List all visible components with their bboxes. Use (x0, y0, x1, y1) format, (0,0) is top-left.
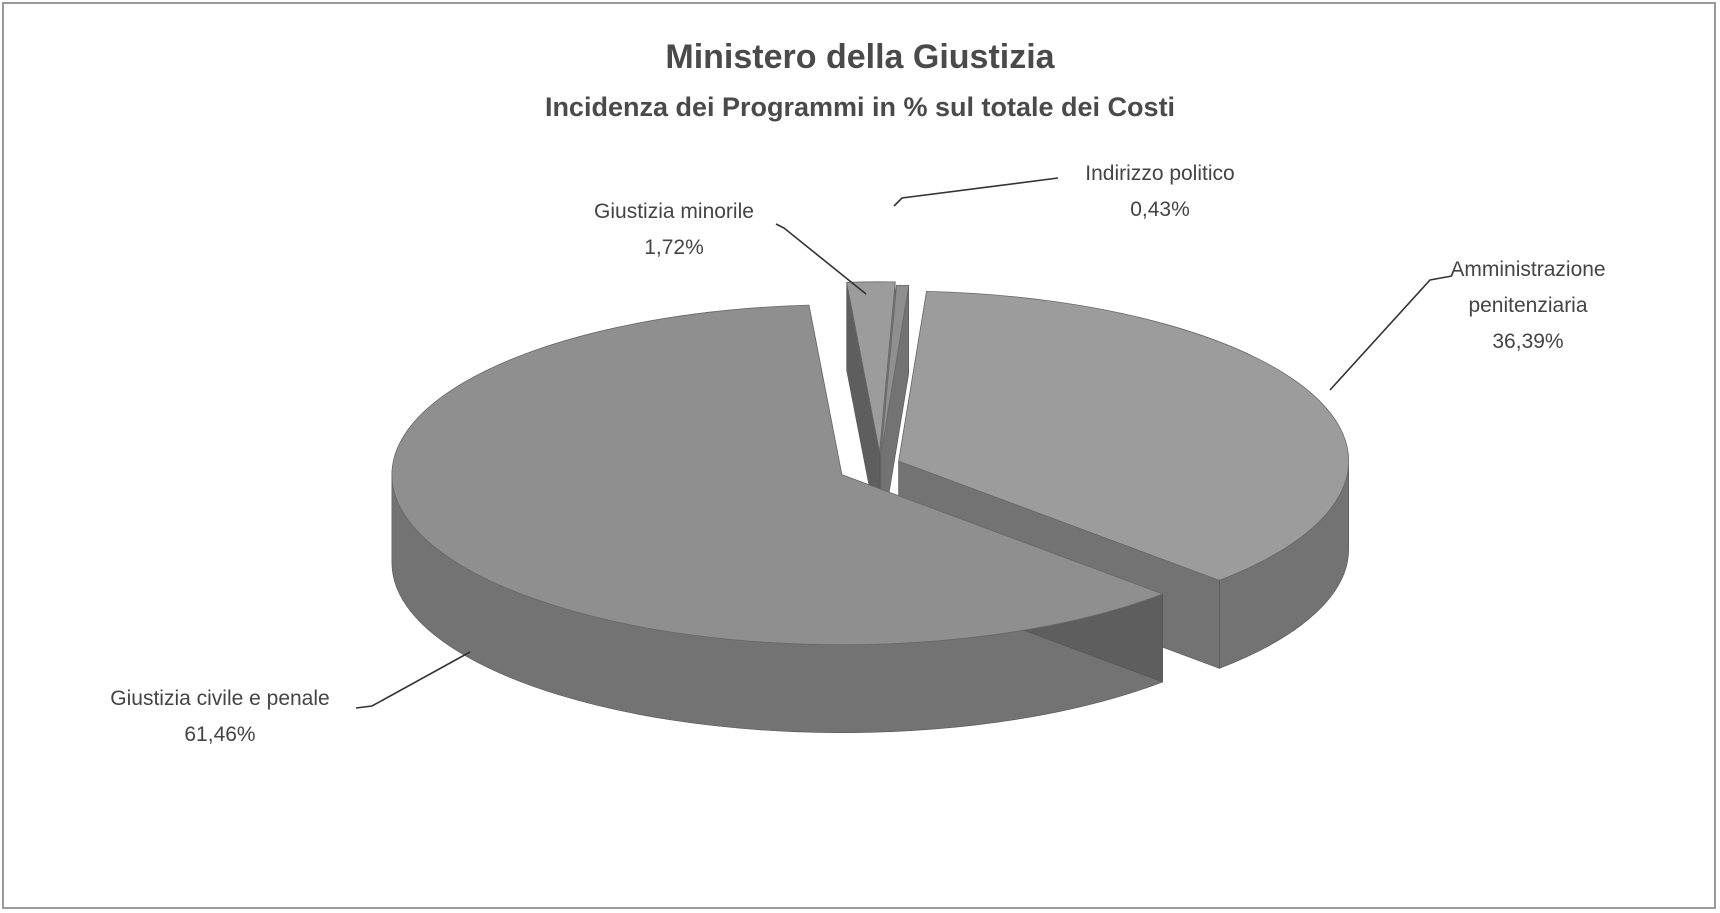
pie-slice-top (880, 284, 910, 456)
leader-line (775, 223, 867, 295)
chart-subtitle: Incidenza dei Programmi in % sul totale … (544, 92, 1176, 122)
pie-slice-2 (391, 304, 1164, 733)
slice-value-label: 61,46% (184, 723, 255, 746)
slice-label: Giustizia minorile (594, 200, 754, 223)
leader-line (893, 177, 1059, 207)
leader-line (355, 651, 471, 709)
slice-label: Amministrazione (1450, 258, 1605, 281)
slice-label-group-3: Giustizia minorile 1,72% (594, 200, 867, 295)
slice-label: penitenziaria (1468, 294, 1587, 317)
pie-slice-top (846, 281, 896, 452)
slice-label: Indirizzo politico (1085, 162, 1234, 185)
slice-value-label: 36,39% (1492, 330, 1563, 353)
chart-title: Ministero della Giustizia (665, 38, 1055, 76)
leader-line (1329, 275, 1453, 391)
pie-slice-top (898, 290, 1350, 581)
slice-label-group-2: Giustizia civile e penale 61,46% (110, 651, 471, 746)
pie-slice-0 (880, 284, 910, 544)
slice-label: Giustizia civile e penale (110, 687, 329, 710)
slice-label-group-0: Indirizzo politico 0,43% (893, 162, 1235, 221)
slice-label-group-1: Amministrazione penitenziaria 36,39% (1329, 258, 1606, 391)
slice-value-label: 1,72% (644, 236, 704, 259)
slice-value-label: 0,43% (1130, 198, 1190, 221)
pie-slice-top (391, 304, 1164, 646)
